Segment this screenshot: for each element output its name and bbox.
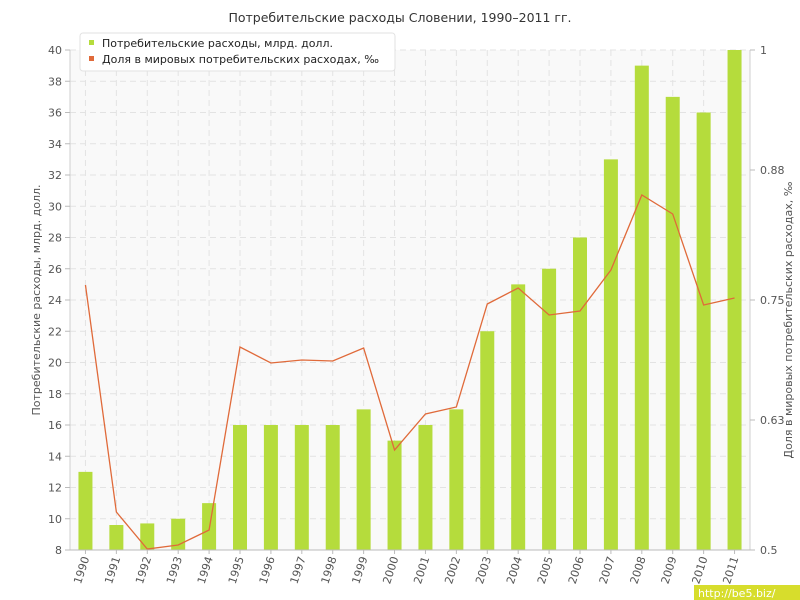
left-tick-label: 28 bbox=[48, 232, 62, 245]
bar-1990[interactable] bbox=[78, 471, 93, 550]
x-tick-label-2001: 2001 bbox=[411, 555, 432, 586]
x-tick-label-1990: 1990 bbox=[71, 555, 92, 586]
left-tick-label: 36 bbox=[48, 107, 62, 120]
legend-label-spending: Потребительские расходы, млрд. долл. bbox=[102, 37, 333, 50]
left-tick-label: 40 bbox=[48, 44, 62, 57]
x-tick-label-2008: 2008 bbox=[628, 555, 649, 586]
legend-swatch-share bbox=[89, 56, 94, 61]
bar-1991[interactable] bbox=[109, 525, 124, 550]
right-tick-label: 0.63 bbox=[760, 414, 785, 427]
bar-2004[interactable] bbox=[511, 284, 526, 550]
watermark-link[interactable]: http://be5.biz/ bbox=[698, 587, 776, 600]
x-axis-ticks: 1990 1991 1992 1993 1994 1995 1996 1997 1998 1999… bbox=[71, 550, 741, 586]
left-tick-label: 32 bbox=[48, 169, 62, 182]
right-axis-ticks: 0.5 0.63 0.75 0.88 1 bbox=[750, 44, 785, 557]
bar-1992[interactable] bbox=[140, 523, 155, 550]
x-tick-label-2002: 2002 bbox=[442, 555, 463, 586]
bar-2007[interactable] bbox=[603, 159, 618, 550]
left-tick-label: 10 bbox=[48, 513, 62, 526]
x-tick-label-1992: 1992 bbox=[133, 555, 154, 586]
x-tick-label-1993: 1993 bbox=[164, 555, 185, 586]
line-series[interactable] bbox=[84, 194, 735, 550]
bar-1998[interactable] bbox=[325, 425, 340, 550]
left-tick-label: 22 bbox=[48, 325, 62, 338]
bar-series[interactable] bbox=[78, 50, 742, 551]
bar-2002[interactable] bbox=[449, 409, 464, 550]
x-tick-label-1997: 1997 bbox=[288, 555, 309, 586]
left-tick-label: 24 bbox=[48, 294, 62, 307]
bar-1996[interactable] bbox=[263, 425, 278, 550]
left-tick-label: 16 bbox=[48, 419, 62, 432]
bar-1993[interactable] bbox=[171, 518, 186, 550]
right-tick-label: 0.5 bbox=[760, 544, 778, 557]
left-tick-label: 38 bbox=[48, 75, 62, 88]
left-tick-label: 14 bbox=[48, 450, 62, 463]
bar-2006[interactable] bbox=[573, 237, 587, 551]
bar-2005[interactable] bbox=[542, 268, 557, 550]
left-tick-label: 18 bbox=[48, 388, 62, 401]
left-tick-label: 20 bbox=[48, 357, 62, 370]
right-tick-label: 1 bbox=[760, 44, 767, 57]
bar-1999[interactable] bbox=[356, 409, 371, 550]
bar-2009[interactable] bbox=[665, 96, 680, 550]
x-tick-label-2010: 2010 bbox=[689, 555, 710, 586]
x-tick-label-2009: 2009 bbox=[659, 555, 680, 586]
bar-2008[interactable] bbox=[634, 65, 649, 550]
left-tick-label: 34 bbox=[48, 138, 62, 151]
bar-1995[interactable] bbox=[233, 425, 247, 550]
x-tick-label-2004: 2004 bbox=[504, 555, 525, 586]
right-tick-label: 0.88 bbox=[760, 164, 785, 177]
watermark[interactable]: http://be5.biz/ bbox=[694, 585, 800, 600]
left-axis-title: Потребительские расходы, млрд. долл. bbox=[30, 185, 43, 416]
bar-2001[interactable] bbox=[418, 425, 433, 550]
legend-label-share: Доля в мировых потребительских расходах,… bbox=[102, 53, 379, 66]
legend: Потребительские расходы, млрд. долл. Дол… bbox=[79, 32, 396, 72]
x-tick-label-1996: 1996 bbox=[257, 555, 278, 586]
legend-box bbox=[79, 32, 396, 72]
x-tick-label-1991: 1991 bbox=[102, 555, 123, 586]
bar-2010[interactable] bbox=[696, 112, 711, 551]
left-tick-label: 26 bbox=[48, 263, 62, 276]
x-tick-label-2007: 2007 bbox=[597, 555, 618, 586]
bar-2000[interactable] bbox=[387, 440, 402, 550]
x-tick-label-1995: 1995 bbox=[226, 555, 247, 586]
left-axis-ticks: 8 10 12 14 16 18 20 22 24 26 28 30 32 34 36 38 40 bbox=[48, 44, 70, 557]
right-axis-title: Доля в мировых потребительских расходах,… bbox=[782, 181, 795, 458]
x-tick-label-2006: 2006 bbox=[566, 555, 587, 586]
x-tick-label-2003: 2003 bbox=[473, 555, 494, 586]
right-tick-label: 0.75 bbox=[760, 294, 785, 307]
x-tick-label-1999: 1999 bbox=[349, 555, 370, 586]
x-tick-label-2005: 2005 bbox=[535, 555, 556, 586]
bar-1997[interactable] bbox=[294, 425, 309, 550]
legend-swatch-spending bbox=[89, 40, 94, 45]
x-tick-label-1998: 1998 bbox=[319, 555, 340, 586]
chart-title: Потребительские расходы Словении, 1990–2… bbox=[228, 10, 571, 25]
x-tick-label-2011: 2011 bbox=[720, 555, 741, 586]
x-tick-label-1994: 1994 bbox=[195, 555, 216, 586]
x-tick-label-2000: 2000 bbox=[380, 555, 401, 586]
line-share[interactable] bbox=[84, 194, 735, 550]
bar-2003[interactable] bbox=[480, 331, 495, 550]
left-tick-label: 8 bbox=[55, 544, 62, 557]
bar-2011[interactable] bbox=[727, 50, 742, 550]
left-tick-label: 12 bbox=[48, 482, 62, 495]
left-tick-label: 30 bbox=[48, 200, 62, 213]
watermark-background bbox=[694, 585, 800, 600]
